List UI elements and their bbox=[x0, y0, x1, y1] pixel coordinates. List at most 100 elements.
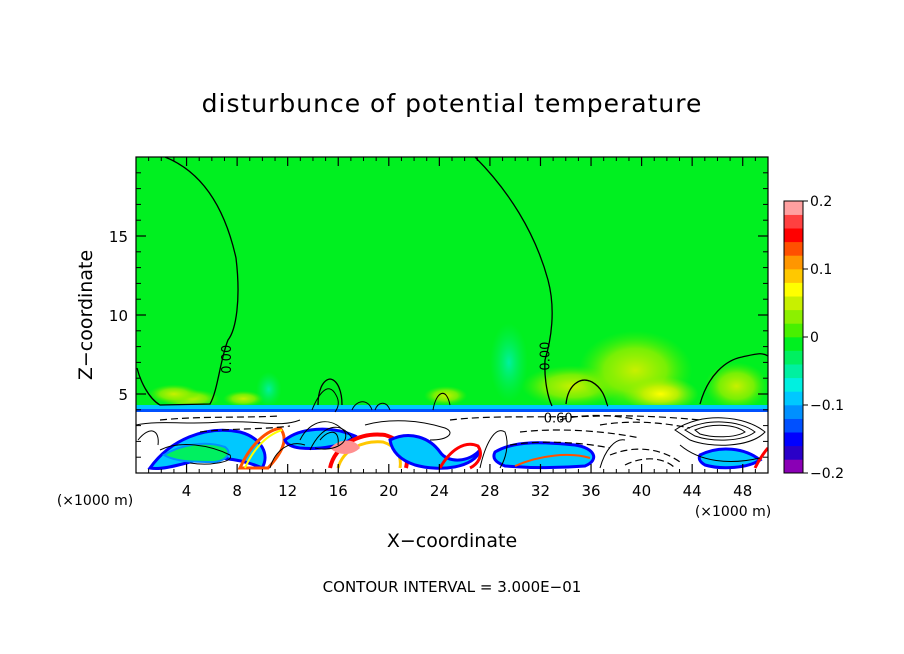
y-tick-label: 10 bbox=[109, 307, 128, 325]
warm-ring-6 bbox=[514, 453, 591, 467]
negative-contour bbox=[559, 414, 641, 421]
negative-contour bbox=[609, 448, 681, 463]
lower-contour bbox=[374, 402, 391, 411]
lower-contour bbox=[479, 430, 508, 469]
x-tick-label: 28 bbox=[480, 482, 499, 500]
field-region-warm-bump bbox=[622, 376, 699, 412]
chart-title: disturbunce of potential temperature bbox=[202, 89, 703, 118]
lower-contour bbox=[159, 444, 232, 465]
colorbar-cell bbox=[784, 214, 803, 229]
x-tick-label: 32 bbox=[531, 482, 550, 500]
contour-labels: 0.00 0.00 0.60 bbox=[220, 342, 573, 427]
colorbar-cell bbox=[784, 201, 803, 215]
lower-contour bbox=[269, 443, 306, 469]
lower-contours bbox=[136, 388, 766, 469]
x-unit-label-left: (×1000 m) bbox=[57, 493, 133, 509]
x-tick-label: 8 bbox=[232, 482, 242, 500]
field-region-warm-bump bbox=[424, 386, 468, 406]
lower-contour bbox=[679, 444, 761, 462]
negative-contours bbox=[159, 414, 701, 469]
lower-layer bbox=[136, 388, 768, 473]
lower-contour bbox=[674, 417, 766, 446]
lower-contour bbox=[432, 392, 451, 411]
warm-ring-1 bbox=[237, 426, 286, 470]
contour-interval-note: CONTOUR INTERVAL = 3.000E−01 bbox=[323, 578, 582, 596]
colorbar-cell bbox=[784, 364, 803, 379]
negative-contour bbox=[519, 429, 641, 439]
x-tick-label: 16 bbox=[329, 482, 348, 500]
colorbar-tick-label: 0.2 bbox=[810, 194, 832, 210]
colorbar-cell bbox=[784, 255, 803, 270]
colorbar: 0.2 0.1 0 −0.1 −0.2 bbox=[783, 194, 844, 482]
lower-contour bbox=[694, 424, 746, 438]
x-tick-label: 40 bbox=[632, 482, 651, 500]
x-tick-label: 48 bbox=[733, 482, 752, 500]
cold-blob-5 bbox=[492, 441, 596, 469]
field-region-warm-bump bbox=[223, 390, 264, 407]
x-unit-label-right: (×1000 m) bbox=[695, 504, 771, 520]
interface-band bbox=[136, 405, 768, 410]
lower-contour bbox=[136, 419, 301, 426]
negative-contour bbox=[599, 421, 691, 429]
x-tick-label: 20 bbox=[379, 482, 398, 500]
colorbar-tick-label: 0 bbox=[810, 330, 819, 346]
y-axis-label: Z−coordinate bbox=[75, 250, 97, 380]
field-region-cool-patch bbox=[489, 322, 528, 402]
colorbar-cell bbox=[784, 309, 803, 324]
x-tick-label: 44 bbox=[683, 482, 702, 500]
x-tick-label: 12 bbox=[278, 482, 297, 500]
field-regions bbox=[148, 322, 768, 412]
colorbar-cell bbox=[784, 282, 803, 297]
zero-contour-bump-3 bbox=[317, 378, 343, 406]
x-tick-label: 36 bbox=[581, 482, 600, 500]
contour-label: 0.00 bbox=[538, 342, 553, 371]
colorbar-cell bbox=[784, 323, 803, 338]
warm-patch-1 bbox=[330, 440, 360, 454]
colorbar-cells bbox=[784, 201, 803, 474]
lower-contour bbox=[351, 401, 373, 411]
colorbar-cell bbox=[784, 405, 803, 419]
lower-contour bbox=[364, 420, 451, 441]
negative-contour bbox=[509, 441, 611, 449]
negative-contour bbox=[624, 458, 676, 469]
field-region-warm-bump bbox=[148, 384, 200, 404]
colorbar-cell bbox=[784, 241, 803, 256]
plot-area: 0.00 0.00 0.60 bbox=[136, 157, 768, 473]
x-tick-label: 4 bbox=[182, 482, 192, 500]
colorbar-cell bbox=[784, 269, 803, 283]
x-axis-label: X−coordinate bbox=[387, 530, 517, 552]
colorbar-cell bbox=[784, 391, 803, 406]
lower-contour bbox=[599, 439, 626, 469]
interface-line bbox=[136, 409, 768, 412]
colorbar-cell bbox=[784, 337, 803, 351]
lower-contour bbox=[309, 426, 353, 451]
colorbar-cell bbox=[784, 418, 803, 433]
lower-contour bbox=[319, 431, 339, 446]
colorbar-cell bbox=[784, 459, 803, 474]
colorbar-tick-label: −0.1 bbox=[810, 398, 844, 414]
x-tick-label: 24 bbox=[430, 482, 449, 500]
lower-contour bbox=[684, 421, 756, 441]
colorbar-cell bbox=[784, 350, 803, 365]
colorbar-tick-label: −0.2 bbox=[810, 466, 844, 482]
y-tick-label: 5 bbox=[118, 386, 128, 404]
y-tick-label: 15 bbox=[109, 228, 128, 246]
zero-contour-left bbox=[136, 157, 239, 406]
colorbar-tick-label: 0.1 bbox=[810, 262, 832, 278]
colorbar-ticks: 0.2 0.1 0 −0.1 −0.2 bbox=[803, 194, 844, 482]
colorbar-cell bbox=[784, 432, 803, 447]
zero-contours bbox=[136, 157, 768, 407]
colorbar-cell bbox=[784, 228, 803, 243]
warm-ring-7 bbox=[753, 446, 768, 469]
zero-contour-middle bbox=[474, 157, 553, 407]
contour-label: 0.60 bbox=[544, 411, 573, 426]
zero-contour-bump-2 bbox=[699, 353, 768, 405]
x-axis: 4 8 12 16 20 24 28 32 36 40 44 48 bbox=[148, 157, 756, 500]
cold-blob-6 bbox=[697, 447, 763, 470]
colorbar-cell bbox=[784, 377, 803, 392]
warm-ring-5 bbox=[438, 442, 482, 470]
field-region-warm-bump bbox=[704, 362, 768, 410]
lower-contour bbox=[299, 421, 347, 450]
warm-ring-2 bbox=[244, 429, 283, 469]
